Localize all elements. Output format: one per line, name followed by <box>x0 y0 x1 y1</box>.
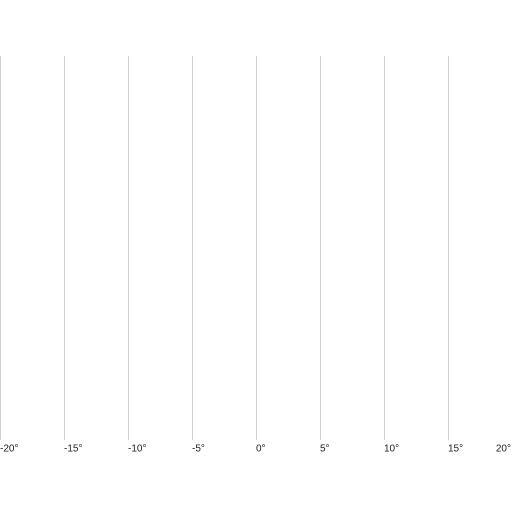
gridlines <box>0 56 449 440</box>
x-axis-tick-labels: -20° -15° -10° -5° 0° 5° 10° 15° 20° <box>0 444 511 455</box>
x-tick-label: 0° <box>256 444 266 455</box>
x-tick-label: 10° <box>384 444 399 455</box>
x-tick-label: 5° <box>320 444 330 455</box>
x-tick-label: 15° <box>448 444 463 455</box>
x-tick-label: -5° <box>192 444 205 455</box>
x-tick-label: -15° <box>64 444 82 455</box>
x-tick-label: 20° <box>496 444 511 455</box>
x-tick-label: -10° <box>128 444 146 455</box>
x-tick-label: -20° <box>0 444 18 455</box>
